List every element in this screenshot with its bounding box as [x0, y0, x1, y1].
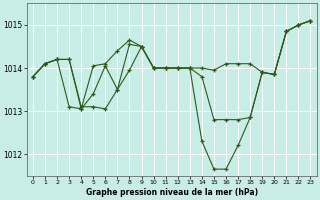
- X-axis label: Graphe pression niveau de la mer (hPa): Graphe pression niveau de la mer (hPa): [86, 188, 258, 197]
